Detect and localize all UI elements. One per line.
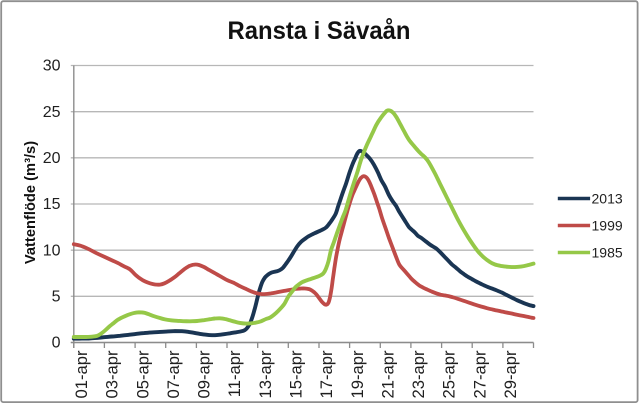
svg-text:19-apr: 19-apr [348,350,367,398]
svg-text:25-apr: 25-apr [440,350,459,398]
svg-text:21-apr: 21-apr [378,350,397,398]
svg-text:1985: 1985 [592,245,623,261]
svg-text:13-apr: 13-apr [256,350,275,398]
svg-text:Ransta i Sävaån: Ransta i Sävaån [228,17,411,45]
svg-text:07-apr: 07-apr [164,350,183,398]
svg-text:01-apr: 01-apr [72,350,91,398]
svg-text:05-apr: 05-apr [133,350,152,398]
svg-text:1999: 1999 [592,218,623,234]
svg-text:25: 25 [43,104,61,121]
svg-text:30: 30 [43,58,61,75]
svg-text:03-apr: 03-apr [103,350,122,398]
svg-text:17-apr: 17-apr [317,350,336,398]
svg-text:15: 15 [43,196,61,213]
svg-text:11-apr: 11-apr [225,350,244,397]
svg-text:20: 20 [43,150,61,167]
svg-text:5: 5 [52,289,61,306]
svg-text:09-apr: 09-apr [195,350,214,398]
svg-text:Vattenflöde (m³/s): Vattenflöde (m³/s) [23,141,39,264]
svg-text:23-apr: 23-apr [409,350,428,398]
svg-text:15-apr: 15-apr [287,350,306,398]
svg-text:0: 0 [52,335,61,352]
svg-text:10: 10 [43,242,61,259]
svg-text:2013: 2013 [592,191,623,207]
svg-text:29-apr: 29-apr [501,350,520,398]
svg-text:27-apr: 27-apr [470,350,489,398]
